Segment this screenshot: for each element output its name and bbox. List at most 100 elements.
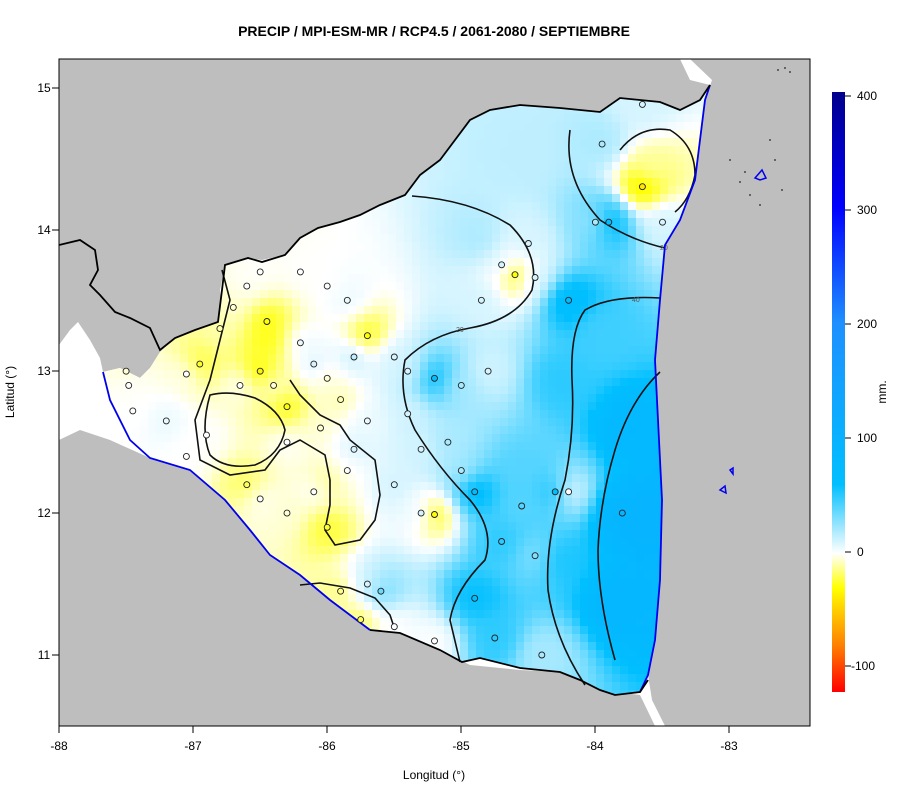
field-cell bbox=[580, 258, 589, 267]
field-cell bbox=[244, 450, 253, 459]
field-cell bbox=[388, 282, 397, 291]
field-cell bbox=[628, 490, 637, 499]
field-cell bbox=[484, 378, 493, 387]
field-cell bbox=[172, 458, 181, 467]
field-cell bbox=[620, 250, 629, 259]
field-cell bbox=[540, 586, 549, 595]
field-cell bbox=[500, 298, 509, 307]
field-cell bbox=[468, 410, 477, 419]
field-cell bbox=[476, 434, 485, 443]
field-cell bbox=[468, 290, 477, 299]
field-cell bbox=[540, 538, 549, 547]
field-cell bbox=[372, 210, 381, 219]
field-cell bbox=[412, 466, 421, 475]
field-cell bbox=[556, 290, 565, 299]
field-cell bbox=[388, 226, 397, 235]
field-cell bbox=[604, 458, 613, 467]
field-cell bbox=[572, 570, 581, 579]
field-cell bbox=[388, 210, 397, 219]
field-cell bbox=[340, 226, 349, 235]
field-cell bbox=[676, 162, 685, 171]
field-cell bbox=[556, 330, 565, 339]
field-cell bbox=[612, 306, 621, 315]
field-cell bbox=[612, 298, 621, 307]
field-cell bbox=[348, 522, 357, 531]
field-cell bbox=[604, 386, 613, 395]
field-cell bbox=[556, 234, 565, 243]
field-cell bbox=[412, 506, 421, 515]
field-cell bbox=[268, 362, 277, 371]
field-cell bbox=[628, 578, 637, 587]
field-cell bbox=[372, 498, 381, 507]
field-cell bbox=[236, 498, 245, 507]
field-cell bbox=[212, 362, 221, 371]
field-cell bbox=[452, 322, 461, 331]
field-cell bbox=[468, 426, 477, 435]
field-cell bbox=[620, 162, 629, 171]
field-cell bbox=[324, 570, 333, 579]
field-cell bbox=[308, 578, 317, 587]
field-cell bbox=[148, 410, 157, 419]
field-cell bbox=[388, 314, 397, 323]
field-cell bbox=[580, 562, 589, 571]
field-cell bbox=[532, 466, 541, 475]
field-cell bbox=[500, 578, 509, 587]
field-cell bbox=[380, 282, 389, 291]
field-cell bbox=[404, 274, 413, 283]
field-cell bbox=[132, 410, 141, 419]
field-cell bbox=[420, 538, 429, 547]
field-cell bbox=[460, 378, 469, 387]
field-cell bbox=[532, 186, 541, 195]
field-cell bbox=[308, 338, 317, 347]
field-cell bbox=[588, 418, 597, 427]
field-cell bbox=[420, 522, 429, 531]
field-cell bbox=[292, 370, 301, 379]
field-cell bbox=[636, 314, 645, 323]
field-cell bbox=[468, 530, 477, 539]
field-cell bbox=[492, 442, 501, 451]
field-cell bbox=[292, 450, 301, 459]
field-cell bbox=[292, 378, 301, 387]
field-cell bbox=[356, 250, 365, 259]
field-cell bbox=[388, 514, 397, 523]
field-cell bbox=[420, 330, 429, 339]
field-cell bbox=[548, 122, 557, 131]
field-cell bbox=[612, 394, 621, 403]
field-cell bbox=[556, 106, 565, 115]
field-cell bbox=[564, 418, 573, 427]
field-cell bbox=[508, 482, 517, 491]
field-cell bbox=[580, 274, 589, 283]
field-cell bbox=[500, 458, 509, 467]
field-cell bbox=[532, 170, 541, 179]
field-cell bbox=[420, 362, 429, 371]
field-cell bbox=[412, 546, 421, 555]
field-cell bbox=[268, 538, 277, 547]
field-cell bbox=[452, 306, 461, 315]
field-cell bbox=[412, 410, 421, 419]
field-cell bbox=[196, 466, 205, 475]
field-cell bbox=[508, 426, 517, 435]
field-cell bbox=[620, 474, 629, 483]
field-cell bbox=[396, 522, 405, 531]
field-cell bbox=[612, 434, 621, 443]
field-cell bbox=[492, 122, 501, 131]
field-cell bbox=[612, 458, 621, 467]
field-cell bbox=[620, 498, 629, 507]
field-cell bbox=[356, 410, 365, 419]
field-cell bbox=[260, 522, 269, 531]
field-cell bbox=[484, 298, 493, 307]
field-cell bbox=[268, 266, 277, 275]
field-cell bbox=[604, 170, 613, 179]
field-cell bbox=[572, 210, 581, 219]
field-cell bbox=[388, 338, 397, 347]
field-cell bbox=[604, 554, 613, 563]
field-cell bbox=[404, 362, 413, 371]
field-cell bbox=[212, 322, 221, 331]
field-cell bbox=[620, 434, 629, 443]
field-cell bbox=[380, 202, 389, 211]
field-cell bbox=[628, 298, 637, 307]
field-cell bbox=[156, 354, 165, 363]
field-cell bbox=[356, 386, 365, 395]
field-cell bbox=[180, 378, 189, 387]
field-cell bbox=[500, 442, 509, 451]
